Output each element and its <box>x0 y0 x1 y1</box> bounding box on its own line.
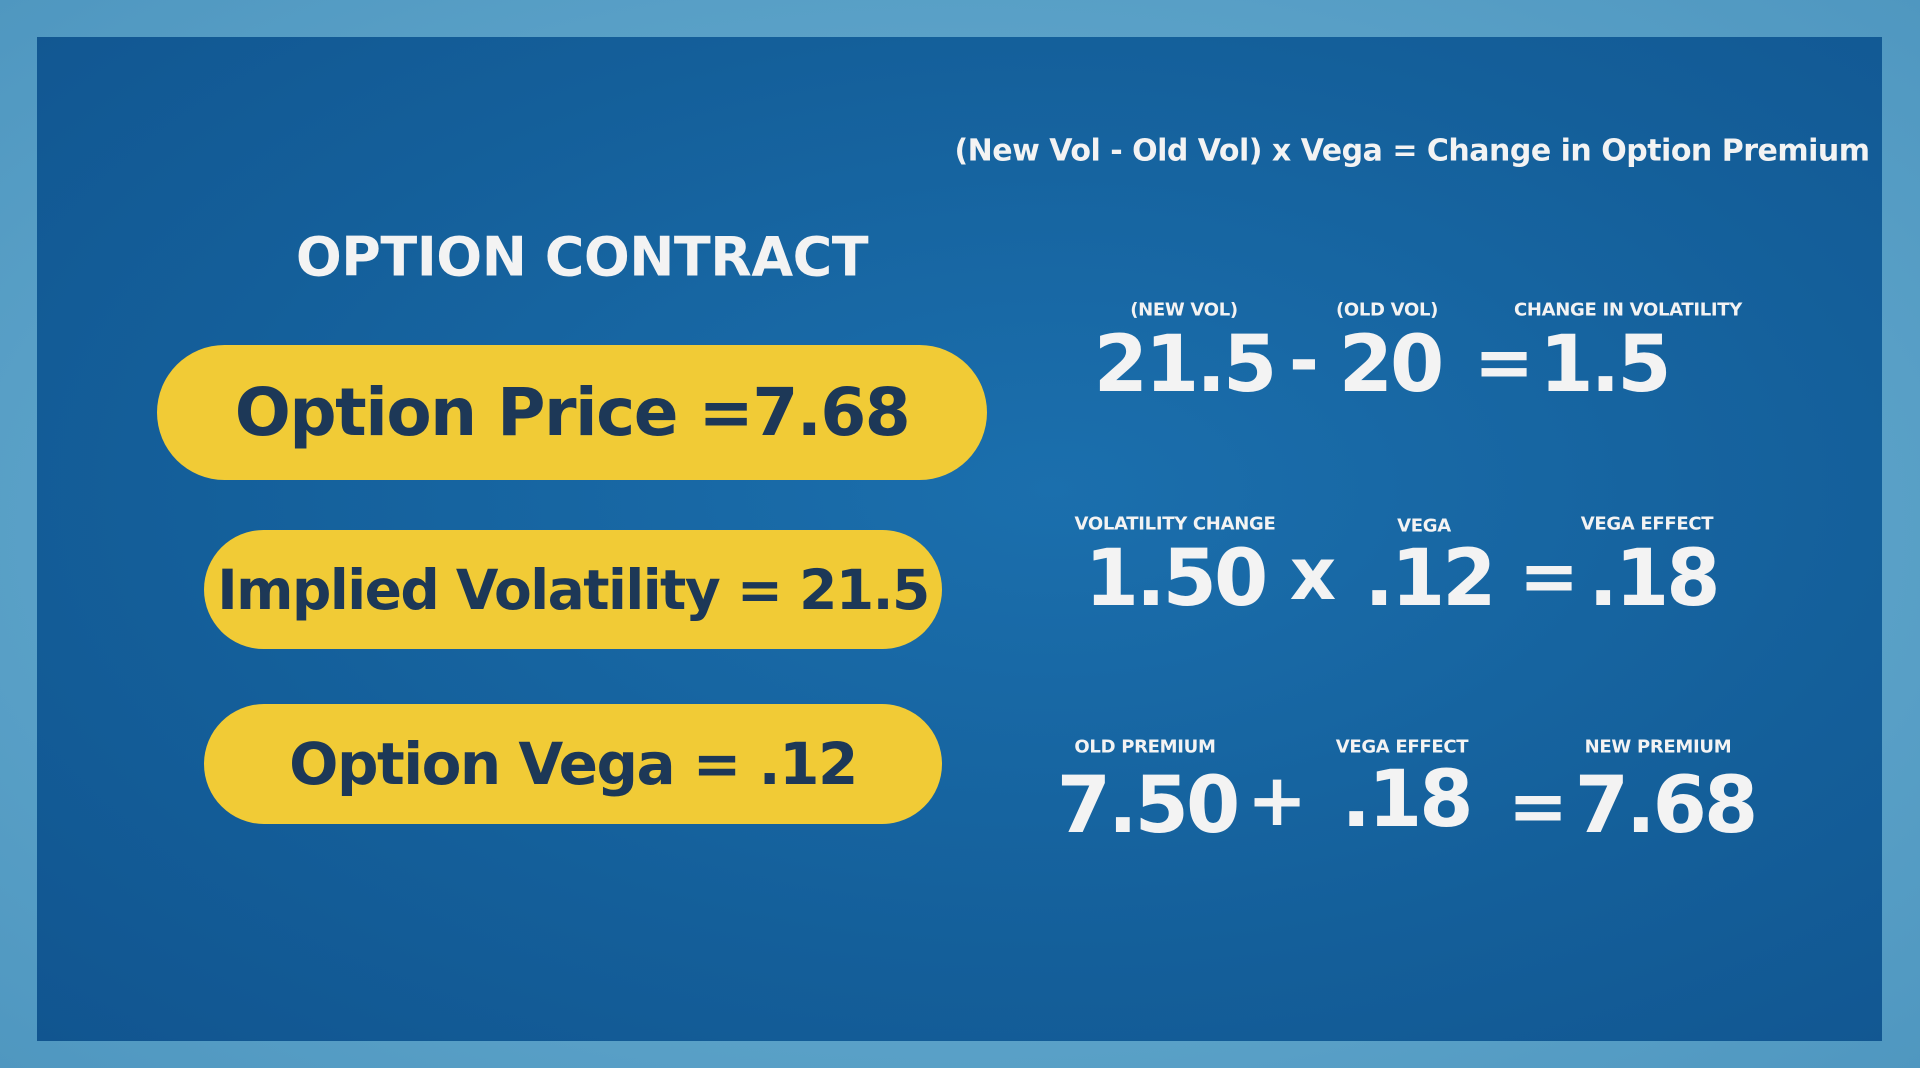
operator: = <box>1518 534 1580 618</box>
term-label: OLD PREMIUM <box>1074 736 1216 758</box>
term-value: 7.68 <box>1574 761 1758 851</box>
term-label: (NEW VOL) <box>1130 299 1238 321</box>
operator: = <box>1507 764 1569 848</box>
term-label: VEGA <box>1397 515 1451 537</box>
operator: x <box>1289 532 1337 616</box>
term-value: 1.5 <box>1539 320 1671 410</box>
pill-text: Implied Volatility = 21.5 <box>217 557 930 622</box>
term-label: VOLATILITY CHANGE <box>1074 513 1276 535</box>
pill: Implied Volatility = 21.5 <box>204 530 942 649</box>
term-label: NEW PREMIUM <box>1584 736 1732 758</box>
term-value: .18 <box>1341 755 1473 845</box>
formula: (New Vol - Old Vol) x Vega = Change in O… <box>954 133 1870 169</box>
term-value: .18 <box>1588 534 1720 624</box>
pill: Option Vega = .12 <box>204 704 942 824</box>
term-value: 7.50 <box>1056 761 1240 851</box>
term-label: (OLD VOL) <box>1335 299 1439 321</box>
pill-text: Option Vega = .12 <box>289 730 858 798</box>
term-value: 21.5 <box>1093 320 1277 410</box>
term-value: 1.50 <box>1084 534 1268 624</box>
term-value: 20 <box>1338 320 1445 410</box>
section-title: OPTION CONTRACT <box>295 225 869 289</box>
term-label: CHANGE IN VOLATILITY <box>1513 299 1743 321</box>
operator: + <box>1246 758 1308 842</box>
operator: - <box>1289 318 1319 402</box>
term-value: .12 <box>1364 534 1496 624</box>
pill-text: Option Price =7.68 <box>234 374 911 451</box>
pill: Option Price =7.68 <box>157 345 987 480</box>
term-label: VEGA EFFECT <box>1580 513 1714 535</box>
term-label: VEGA EFFECT <box>1335 736 1469 758</box>
operator: = <box>1473 320 1535 404</box>
